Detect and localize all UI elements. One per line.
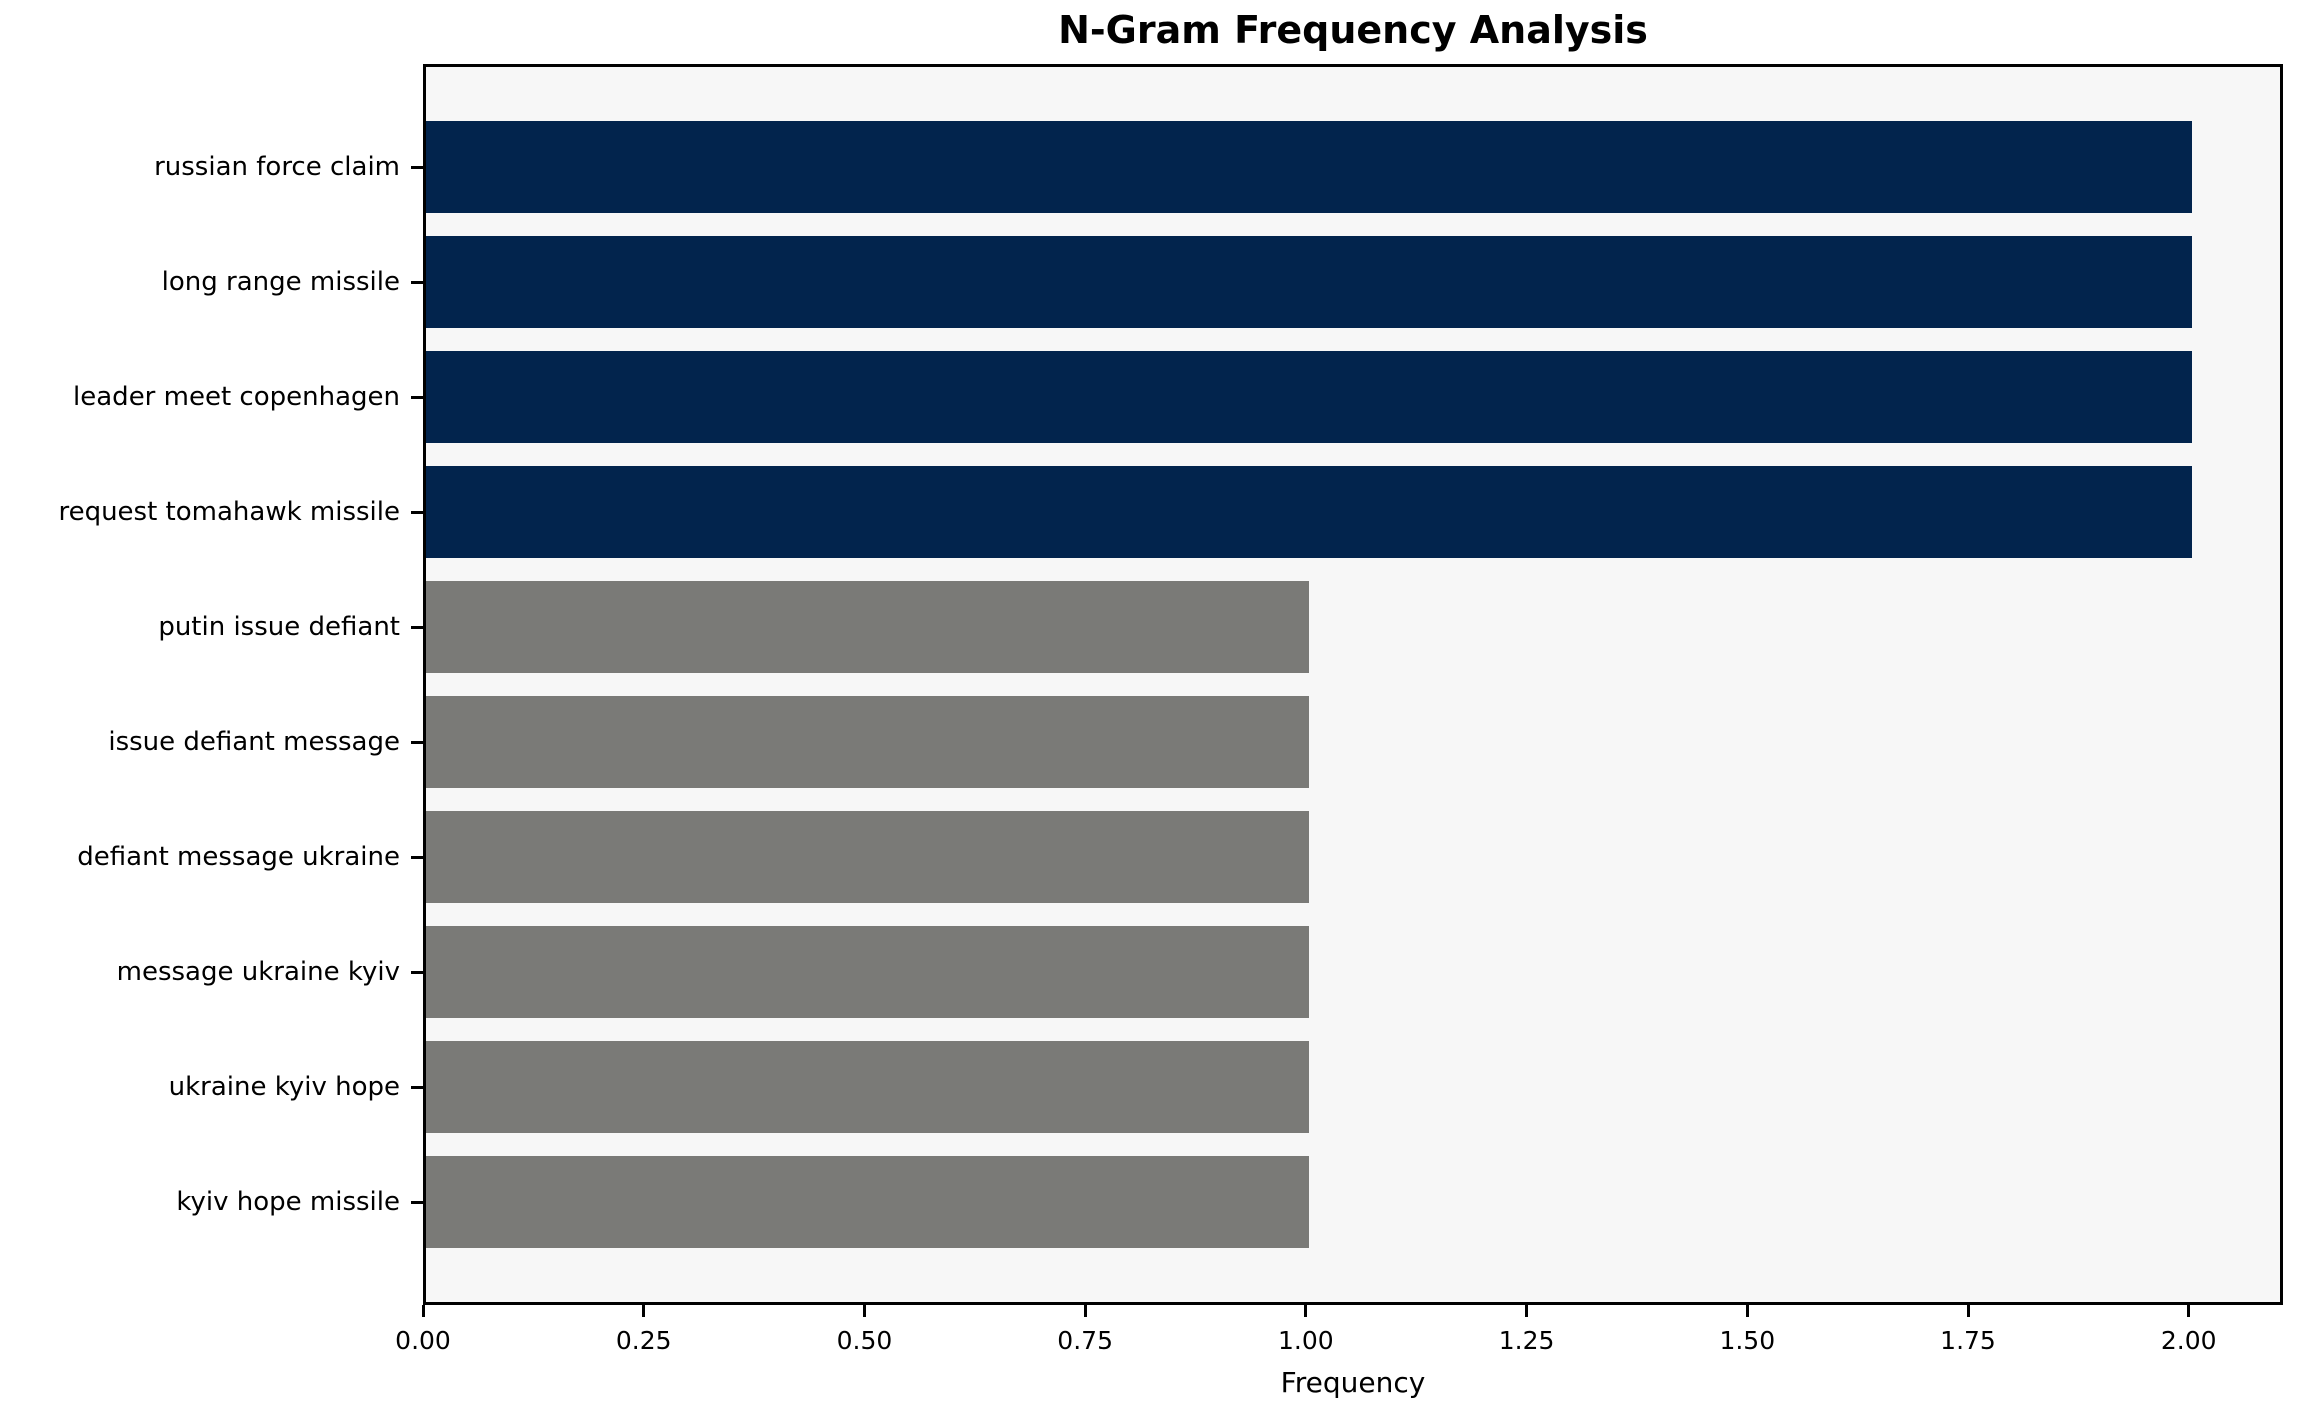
x-tick — [1304, 1305, 1308, 1317]
x-tick-label: 0.00 — [395, 1326, 451, 1355]
chart-title: N-Gram Frequency Analysis — [1058, 8, 1648, 52]
y-tick-label: ukraine kyiv hope — [168, 1072, 400, 1102]
x-tick-label: 1.25 — [1498, 1326, 1555, 1355]
bar-kyiv-hope-missile — [426, 1156, 1309, 1248]
plot-area — [423, 64, 2283, 1305]
y-tick — [411, 510, 423, 514]
x-tick-label: 0.25 — [615, 1326, 672, 1355]
y-tick — [411, 855, 423, 859]
x-tick-label: 0.50 — [836, 1326, 893, 1355]
y-tick-label: russian force claim — [154, 152, 400, 182]
x-tick-label: 1.50 — [1719, 1326, 1776, 1355]
x-tick — [421, 1305, 425, 1317]
x-tick — [1525, 1305, 1529, 1317]
x-tick — [862, 1305, 866, 1317]
y-tick — [411, 740, 423, 744]
y-tick-label: long range missile — [161, 267, 400, 297]
bar-ukraine-kyiv-hope — [426, 1041, 1309, 1133]
y-tick — [411, 280, 423, 284]
x-tick — [1966, 1305, 1970, 1317]
y-tick-label: message ukraine kyiv — [116, 957, 400, 987]
y-tick — [411, 625, 423, 629]
y-tick-label: defiant message ukraine — [77, 842, 400, 872]
y-tick — [411, 1085, 423, 1089]
x-tick-label: 1.75 — [1940, 1326, 1996, 1355]
bar-leader-meet-copenhagen — [426, 351, 2192, 443]
x-tick — [2187, 1305, 2191, 1317]
x-tick — [1083, 1305, 1087, 1317]
x-tick-label: 2.00 — [2160, 1326, 2217, 1355]
bar-issue-defiant-message — [426, 696, 1309, 788]
y-tick-label: kyiv hope missile — [176, 1187, 400, 1217]
bar-long-range-missile — [426, 236, 2192, 328]
x-tick — [1745, 1305, 1749, 1317]
x-tick-label: 0.75 — [1057, 1326, 1113, 1355]
y-tick-label: request tomahawk missile — [58, 497, 400, 527]
y-tick — [411, 395, 423, 399]
x-tick — [642, 1305, 646, 1317]
y-tick-label: putin issue defiant — [158, 612, 400, 642]
bar-putin-issue-defiant — [426, 581, 1309, 673]
y-tick — [411, 165, 423, 169]
y-tick — [411, 1200, 423, 1204]
x-tick-label: 1.00 — [1278, 1326, 1334, 1355]
bar-russian-force-claim — [426, 121, 2192, 213]
bar-request-tomahawk-missile — [426, 466, 2192, 558]
y-tick — [411, 970, 423, 974]
bar-message-ukraine-kyiv — [426, 926, 1309, 1018]
y-tick-label: leader meet copenhagen — [73, 382, 400, 412]
bar-defiant-message-ukraine — [426, 811, 1309, 903]
x-axis-label: Frequency — [1280, 1366, 1426, 1399]
y-tick-label: issue defiant message — [108, 727, 400, 757]
